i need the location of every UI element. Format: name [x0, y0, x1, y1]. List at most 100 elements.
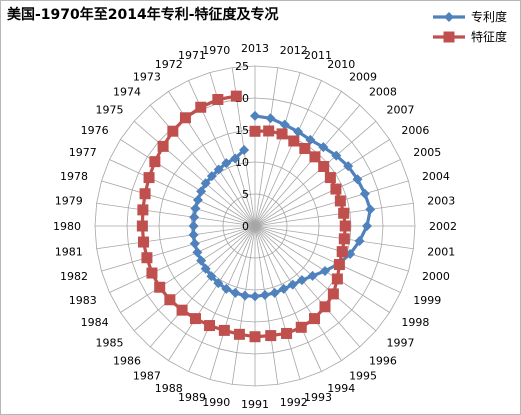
category-label: 2002 — [429, 220, 457, 233]
grid-spoke — [254, 72, 301, 227]
legend-label: 专利度 — [471, 9, 507, 24]
data-point — [239, 144, 250, 155]
category-label: 1975 — [95, 103, 123, 116]
data-point — [206, 171, 217, 182]
category-label: 2006 — [401, 124, 429, 137]
data-point — [196, 255, 207, 266]
grid-layer — [94, 65, 416, 387]
category-label: 2001 — [427, 245, 455, 258]
data-point — [157, 140, 169, 152]
data-point — [354, 236, 365, 247]
data-point — [293, 126, 304, 137]
grid-spoke — [133, 225, 256, 332]
data-point — [365, 204, 376, 215]
data-point — [164, 294, 176, 306]
radial-tick-label: 0 — [242, 220, 249, 233]
category-label: 2013 — [241, 42, 269, 55]
category-label: 2011 — [304, 49, 332, 62]
grid-spoke — [101, 225, 256, 272]
grid-spoke — [96, 202, 256, 227]
grid-spoke — [209, 225, 256, 380]
data-point — [352, 174, 363, 185]
grid-spoke — [254, 139, 390, 227]
data-point — [362, 221, 372, 231]
data-point — [331, 150, 342, 161]
chart-title: 美国-1970年至2014年专利-特征度及专况 — [7, 7, 279, 23]
data-point — [154, 281, 166, 293]
data-point — [338, 233, 350, 245]
data-point — [176, 304, 188, 316]
grid-spoke — [254, 225, 301, 380]
data-point — [333, 259, 345, 271]
data-point — [192, 194, 203, 205]
grid-spoke — [120, 139, 256, 227]
data-point — [319, 301, 331, 313]
category-label: 1972 — [155, 58, 183, 71]
data-point — [288, 135, 300, 147]
data-point — [309, 151, 321, 163]
grid-spoke — [254, 104, 361, 227]
data-point — [230, 287, 241, 298]
data-point — [212, 94, 224, 106]
data-point — [305, 134, 316, 145]
category-label: 1996 — [369, 355, 397, 368]
grid-spoke — [254, 202, 414, 227]
data-point — [218, 324, 230, 336]
data-point — [179, 112, 191, 124]
data-point — [213, 164, 224, 175]
grid-spoke — [120, 225, 256, 313]
category-label: 1981 — [55, 245, 83, 258]
category-label: 1978 — [60, 170, 88, 183]
data-point — [287, 279, 298, 290]
category-label: 1998 — [401, 316, 429, 329]
grid-spoke — [133, 120, 256, 227]
data-point — [250, 291, 260, 302]
grid-spoke — [109, 159, 256, 227]
category-label: 1984 — [81, 316, 109, 329]
data-point — [278, 283, 289, 294]
data-point — [189, 313, 201, 325]
data-point — [192, 247, 203, 258]
data-point — [343, 161, 354, 172]
data-point — [230, 153, 241, 164]
category-label: 1992 — [280, 396, 308, 409]
data-point — [339, 220, 351, 232]
series-1 — [188, 110, 376, 302]
data-point — [189, 238, 200, 249]
grid-spoke — [254, 80, 322, 227]
data-point — [196, 186, 207, 197]
data-point — [265, 113, 276, 124]
data-point — [330, 183, 342, 195]
data-point — [359, 188, 370, 199]
grid-spoke — [254, 225, 377, 332]
data-point — [263, 125, 275, 137]
category-label: 2010 — [327, 58, 355, 71]
grid-spoke — [149, 104, 256, 227]
data-point — [265, 330, 277, 342]
grid-spoke — [109, 225, 256, 293]
category-label: 1976 — [81, 124, 109, 137]
category-label: 2008 — [369, 85, 397, 98]
category-label: 1995 — [349, 370, 377, 383]
data-point — [138, 236, 150, 248]
category-label: 1971 — [178, 49, 206, 62]
data-point — [249, 125, 261, 137]
category-label: 1987 — [133, 370, 161, 383]
grid-spoke — [149, 225, 256, 348]
category-label: 1988 — [155, 382, 183, 395]
data-point — [167, 125, 179, 137]
grid-spoke — [254, 225, 322, 372]
data-point — [195, 101, 207, 113]
category-label: 1989 — [178, 391, 206, 404]
category-label: 2003 — [427, 195, 455, 208]
grid-spoke — [254, 159, 401, 227]
grid-spoke — [231, 225, 256, 385]
category-label: 2000 — [422, 270, 450, 283]
category-label: 1982 — [60, 270, 88, 283]
grid-spoke — [254, 67, 279, 227]
category-label: 1979 — [55, 195, 83, 208]
